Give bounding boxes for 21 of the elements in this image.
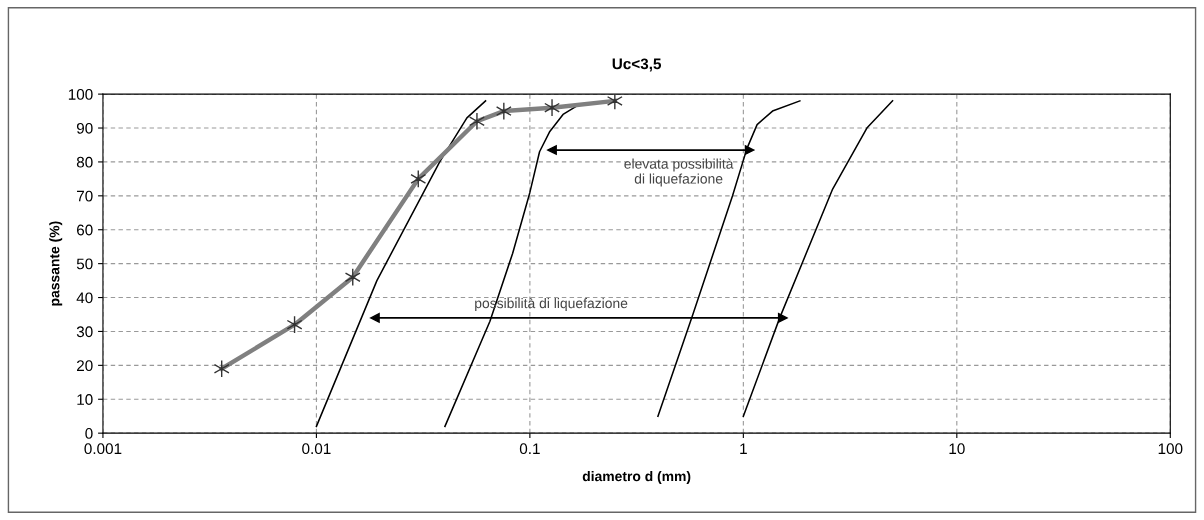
x-tick-label: 1	[740, 443, 747, 454]
y-axis-title: passante (%)	[49, 221, 63, 306]
y-tick-label: 80	[76, 156, 93, 168]
x-tick-label: 10	[949, 443, 965, 455]
annotation: elevata possibilità di liquefazione	[624, 158, 734, 187]
y-tick-label: 30	[76, 326, 93, 338]
x-tick-label: 0.01	[302, 443, 331, 455]
y-tick-label: 50	[76, 258, 93, 270]
y-tick-label: 40	[76, 292, 93, 304]
chart-title: Uc<3,5	[612, 58, 662, 72]
y-tick-label: 70	[77, 190, 93, 202]
y-tick-label: 0	[85, 428, 93, 439]
y-tick-label: 20	[77, 360, 93, 372]
x-tick-label: 100	[1158, 443, 1183, 455]
y-tick-label: 100	[68, 88, 93, 100]
x-axis-title: diametro d (mm)	[582, 471, 691, 484]
x-tick-label: 0.1	[519, 443, 540, 455]
y-tick-label: 10	[77, 394, 93, 405]
y-tick-label: 60	[77, 224, 93, 236]
y-tick-label: 90	[76, 122, 93, 134]
x-tick-label: 0.001	[84, 443, 122, 455]
